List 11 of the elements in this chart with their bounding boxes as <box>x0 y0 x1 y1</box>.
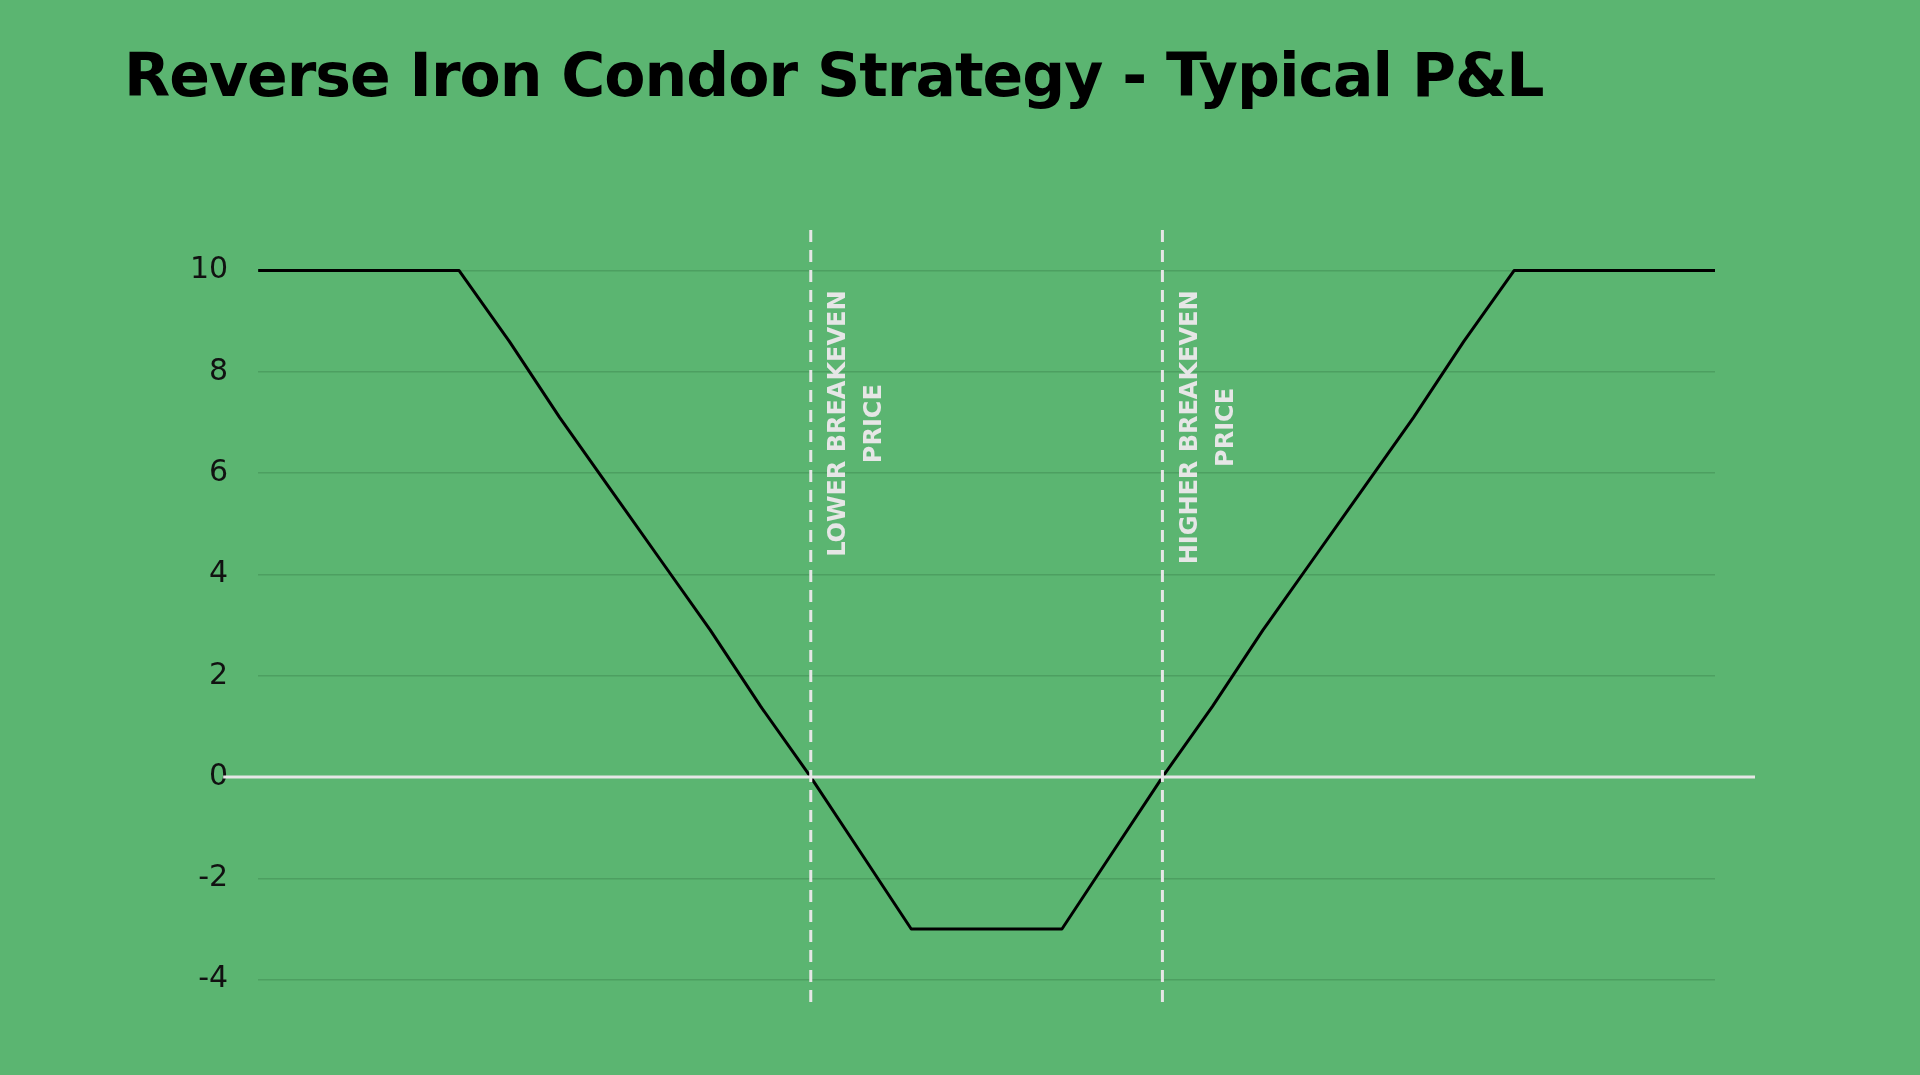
y-tick-label: -2 <box>198 858 229 894</box>
y-tick-label: 8 <box>209 351 229 387</box>
y-tick-label: 0 <box>209 756 229 792</box>
y-tick-label: 4 <box>209 554 229 590</box>
y-tick-label: -4 <box>198 959 229 995</box>
annotation: LOWER BREAKEVEN PRICE <box>823 290 887 557</box>
chart-title: Reverse Iron Condor Strategy - Typical P&L <box>124 40 1544 110</box>
y-tick-label: 2 <box>209 655 229 691</box>
y-tick-label: 10 <box>189 250 229 286</box>
y-tick-label: 6 <box>209 452 229 488</box>
annotation: HIGHER BREAKEVEN PRICE <box>1174 290 1239 565</box>
